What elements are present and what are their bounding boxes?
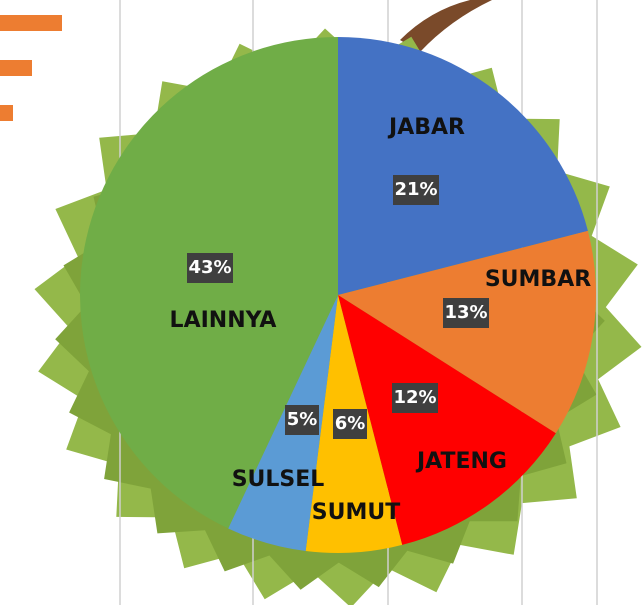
category-label: JABAR bbox=[387, 115, 465, 140]
value-label: 6% bbox=[335, 413, 366, 434]
chart: 21% JABAR 13% SUMBAR 12% JATENG 6% SUMUT 5% SULSE… bbox=[0, 0, 644, 605]
value-label: 43% bbox=[188, 257, 231, 278]
value-label: 12% bbox=[393, 387, 436, 408]
category-label: SUMUT bbox=[312, 500, 400, 525]
value-label: 5% bbox=[287, 409, 318, 430]
category-label: JATENG bbox=[415, 449, 507, 474]
category-label: SULSEL bbox=[232, 467, 325, 492]
value-label: 21% bbox=[394, 179, 437, 200]
pie bbox=[80, 37, 596, 553]
value-label: 13% bbox=[444, 302, 487, 323]
decor-bar bbox=[0, 105, 13, 121]
category-label: SUMBAR bbox=[485, 267, 591, 292]
decor-bar bbox=[0, 60, 32, 76]
decor-bar bbox=[0, 15, 62, 31]
category-label: LAINNYA bbox=[170, 308, 277, 333]
